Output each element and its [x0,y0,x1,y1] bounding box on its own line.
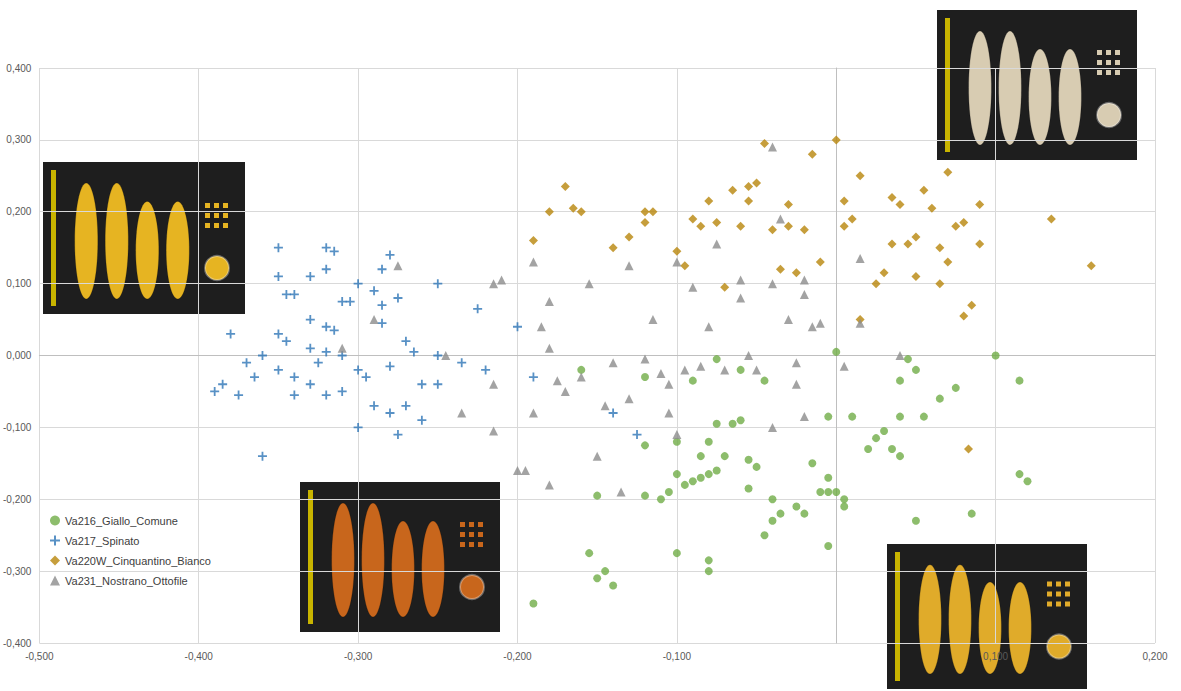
svg-text:Va216_Giallo_Comune: Va216_Giallo_Comune [65,515,178,527]
svg-text:0,300: 0,300 [6,134,31,145]
svg-text:0,200: 0,200 [6,206,31,217]
svg-text:-0,100: -0,100 [3,422,32,433]
svg-text:0,200: 0,200 [1142,651,1167,662]
svg-text:-0,500: -0,500 [25,651,54,662]
svg-text:0,400: 0,400 [6,63,31,74]
svg-text:-0,400: -0,400 [3,638,32,649]
svg-text:-0,200: -0,200 [3,494,32,505]
svg-text:0,100: 0,100 [983,651,1008,662]
svg-text:-0,100: -0,100 [663,651,692,662]
svg-text:Va217_Spinato: Va217_Spinato [65,535,139,547]
svg-text:-0,300: -0,300 [344,651,373,662]
svg-text:0,000: 0,000 [6,350,31,361]
svg-text:-0,400: -0,400 [185,651,214,662]
svg-text:Va231_Nostrano_Ottofile: Va231_Nostrano_Ottofile [65,575,188,587]
svg-text:0,100: 0,100 [6,278,31,289]
svg-text:Va220W_Cinquantino_Bianco: Va220W_Cinquantino_Bianco [65,555,211,567]
svg-text:-0,200: -0,200 [503,651,532,662]
svg-text:-0,300: -0,300 [3,566,32,577]
